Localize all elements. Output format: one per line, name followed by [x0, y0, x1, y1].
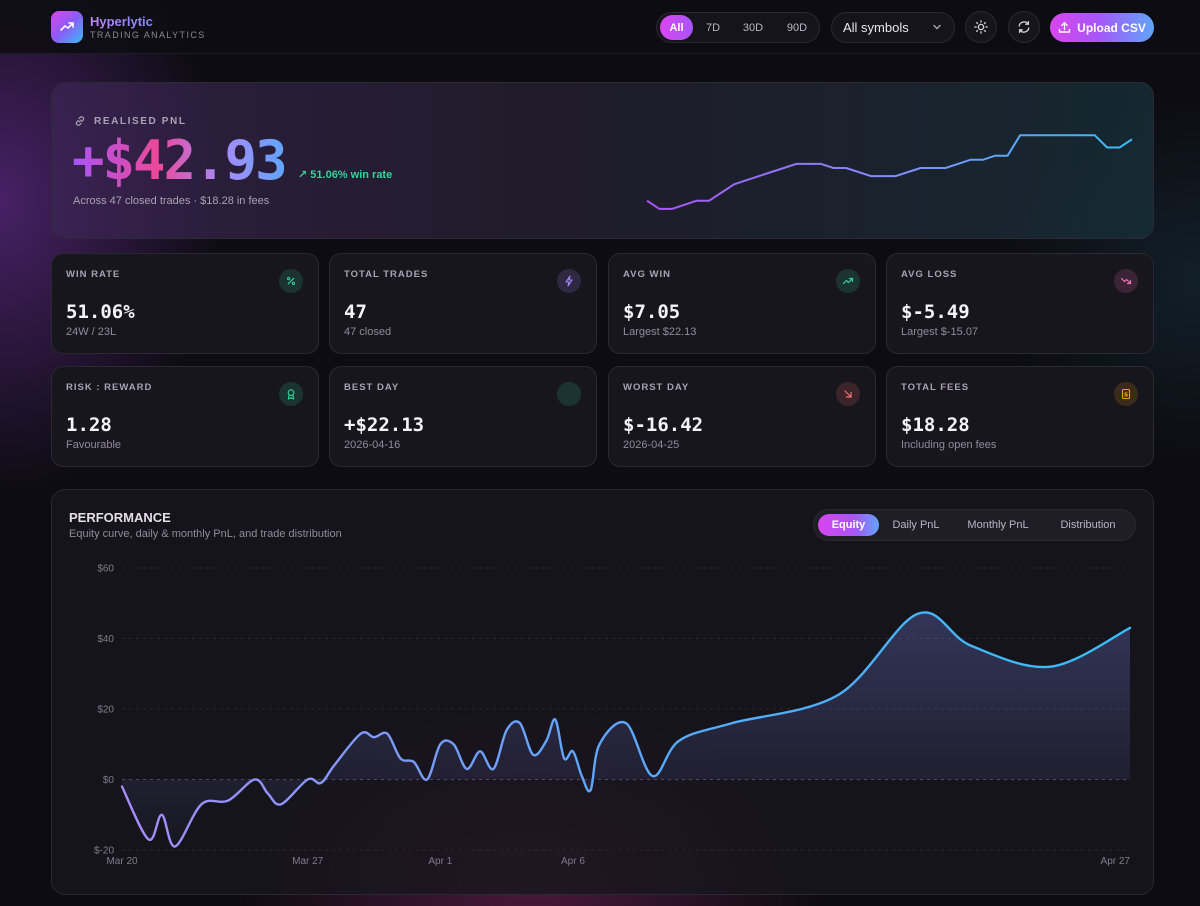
stat-card-best-day: BEST DAY +$22.13 2026-04-16: [329, 366, 597, 467]
stat-card-risk-reward: RISK : REWARD 1.28 Favourable: [51, 366, 319, 467]
stat-value: $18.28: [901, 414, 970, 436]
stat-subtitle: Largest $-15.07: [901, 326, 979, 338]
tab-equity[interactable]: Equity: [818, 514, 879, 536]
stat-subtitle: 2026-04-16: [344, 439, 401, 451]
stat-card-avg-win: AVG WIN $7.05 Largest $22.13: [608, 253, 876, 354]
upload-icon: [1058, 22, 1071, 33]
win-rate-text: 51.06% win rate: [310, 169, 393, 181]
brand-name: Hyperlytic: [90, 14, 153, 29]
stat-card-total-fees: TOTAL FEES $ $18.28 Including open fees: [886, 366, 1154, 467]
y-tick-label: $-20: [94, 846, 114, 857]
win-rate-badge: ↗ 51.06% win rate: [298, 168, 392, 181]
range-all-button[interactable]: All: [660, 15, 693, 40]
percent-icon: [279, 269, 303, 293]
stat-card-win-rate: WIN RATE 51.06% 24W / 23L: [51, 253, 319, 354]
top-bar: Hyperlytic TRADING ANALYTICS All 7D 30D …: [0, 0, 1200, 54]
range-7d-button[interactable]: 7D: [705, 21, 721, 34]
realised-pnl-label: REALISED PNL: [74, 115, 187, 127]
stat-value: 47: [344, 301, 367, 323]
trend-up-icon: [60, 22, 74, 31]
x-tick-label: Mar 27: [292, 856, 324, 867]
stat-subtitle: Including open fees: [901, 439, 997, 451]
x-tick-label: Apr 6: [561, 856, 585, 867]
bolt-icon: [557, 269, 581, 293]
flame-icon: [557, 382, 581, 406]
sparkline-path: [646, 134, 1133, 210]
time-range-selector: All 7D 30D 90D: [656, 12, 820, 43]
stat-subtitle: Favourable: [66, 439, 122, 451]
trend-down-icon: [1114, 269, 1138, 293]
stat-card-avg-loss: AVG LOSS $-5.49 Largest $-15.07: [886, 253, 1154, 354]
range-90d-button[interactable]: 90D: [786, 21, 808, 34]
performance-subtitle: Equity curve, daily & monthly PnL, and t…: [69, 528, 342, 540]
y-tick-label: $40: [97, 634, 114, 645]
stat-value: 1.28: [66, 414, 112, 436]
upload-csv-button[interactable]: Upload CSV: [1050, 13, 1154, 42]
realised-pnl-subtitle: Across 47 closed trades · $18.28 in fees: [73, 195, 270, 207]
svg-text:$: $: [1124, 390, 1129, 398]
stat-value: $-5.49: [901, 301, 970, 323]
stat-label: BEST DAY: [344, 382, 400, 393]
symbol-select-value: All symbols: [843, 20, 909, 35]
y-tick-label: $0: [103, 775, 115, 786]
symbol-select[interactable]: All symbols: [831, 12, 955, 43]
stat-label: RISK : REWARD: [66, 382, 153, 393]
link-icon: [75, 116, 85, 126]
realised-pnl-value: +$42.93: [72, 129, 288, 192]
refresh-button[interactable]: [1008, 11, 1040, 43]
stat-label: WORST DAY: [623, 382, 690, 393]
stat-card-worst-day: WORST DAY $-16.42 2026-04-25: [608, 366, 876, 467]
stat-subtitle: 2026-04-25: [623, 439, 680, 451]
award-icon: [279, 382, 303, 406]
brand-logo: [51, 11, 83, 43]
refresh-icon: [1018, 20, 1030, 34]
x-tick-label: Mar 20: [106, 856, 138, 867]
realised-pnl-title: REALISED PNL: [94, 115, 187, 127]
stat-label: AVG LOSS: [901, 269, 958, 280]
x-tick-label: Apr 1: [428, 856, 452, 867]
equity-area: [122, 612, 1130, 847]
sun-icon: [974, 20, 988, 34]
stat-card-total-trades: TOTAL TRADES 47 47 closed: [329, 253, 597, 354]
stat-label: WIN RATE: [66, 269, 121, 280]
y-tick-label: $60: [97, 564, 114, 575]
stat-label: TOTAL TRADES: [344, 269, 429, 280]
performance-title: PERFORMANCE: [69, 510, 171, 525]
stat-value: 51.06%: [66, 301, 135, 323]
stat-subtitle: 47 closed: [344, 326, 392, 338]
range-30d-button[interactable]: 30D: [742, 21, 764, 34]
trend-up-icon: [836, 269, 860, 293]
arrow-up-right-icon: ↗: [298, 169, 311, 181]
stat-label: TOTAL FEES: [901, 382, 970, 393]
equity-line: [120, 611, 1132, 848]
tab-daily-pnl[interactable]: Daily PnL: [892, 519, 940, 531]
performance-tabs: Equity Daily PnL Monthly PnL Distributio…: [813, 509, 1136, 541]
tab-distribution[interactable]: Distribution: [1060, 519, 1116, 531]
stat-label: AVG WIN: [623, 269, 671, 280]
x-tick-label: Apr 27: [1101, 856, 1131, 867]
theme-toggle-button[interactable]: [965, 11, 997, 43]
brand-subtitle: TRADING ANALYTICS: [90, 30, 206, 40]
arrow-down-right-icon: [836, 382, 860, 406]
stat-value: +$22.13: [344, 414, 425, 436]
stat-subtitle: 24W / 23L: [66, 326, 117, 338]
realised-pnl-card: REALISED PNL +$42.93 ↗ 51.06% win rate A…: [51, 82, 1154, 239]
chevron-down-icon: [933, 24, 941, 30]
stat-subtitle: Largest $22.13: [623, 326, 697, 338]
tab-monthly-pnl[interactable]: Monthly PnL: [967, 519, 1029, 531]
performance-card: PERFORMANCE Equity curve, daily & monthl…: [51, 489, 1154, 895]
y-tick-label: $20: [97, 705, 114, 716]
receipt-icon: $: [1114, 382, 1138, 406]
realised-pnl-sparkline: [646, 134, 1133, 210]
stat-value: $-16.42: [623, 414, 704, 436]
upload-csv-label: Upload CSV: [1077, 20, 1146, 35]
stat-value: $7.05: [623, 301, 681, 323]
